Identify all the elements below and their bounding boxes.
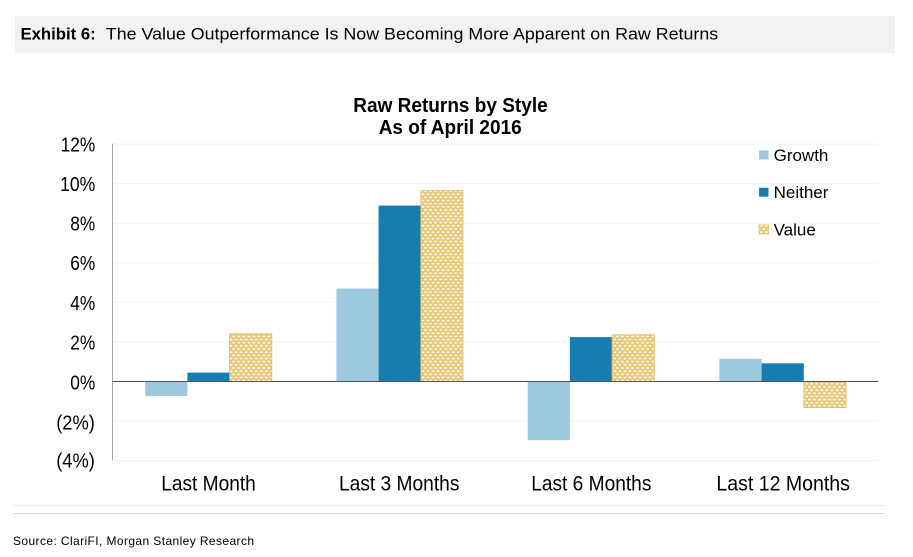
svg-text:Growth: Growth xyxy=(774,146,829,165)
svg-text:10%: 10% xyxy=(60,173,95,196)
svg-text:Source: ClariFI, Morgan Stanle: Source: ClariFI, Morgan Stanley Research xyxy=(13,534,254,548)
svg-text:Last 3 Months: Last 3 Months xyxy=(339,472,459,496)
svg-text:6%: 6% xyxy=(70,252,95,275)
svg-text:Exhibit 6:The Value Outperform: Exhibit 6: The Value Outperformance Is No… xyxy=(21,25,719,44)
svg-text:12%: 12% xyxy=(61,134,96,157)
svg-text:Value: Value xyxy=(774,220,816,239)
svg-text:(2%): (2%) xyxy=(56,412,95,435)
svg-text:8%: 8% xyxy=(70,213,95,236)
svg-text:4%: 4% xyxy=(70,292,95,315)
svg-text:As of April 2016: As of April 2016 xyxy=(379,116,522,139)
svg-text:(4%): (4%) xyxy=(56,450,95,473)
svg-text:0%: 0% xyxy=(70,372,95,395)
svg-text:Last 6 Months: Last 6 Months xyxy=(531,472,651,496)
svg-text:2%: 2% xyxy=(70,331,95,354)
svg-text:Last Month: Last Month xyxy=(161,472,256,496)
svg-text:Raw Returns by Style: Raw Returns by Style xyxy=(353,94,547,117)
svg-text:Neither: Neither xyxy=(774,183,829,202)
svg-text:Last 12 Months: Last 12 Months xyxy=(716,472,850,496)
